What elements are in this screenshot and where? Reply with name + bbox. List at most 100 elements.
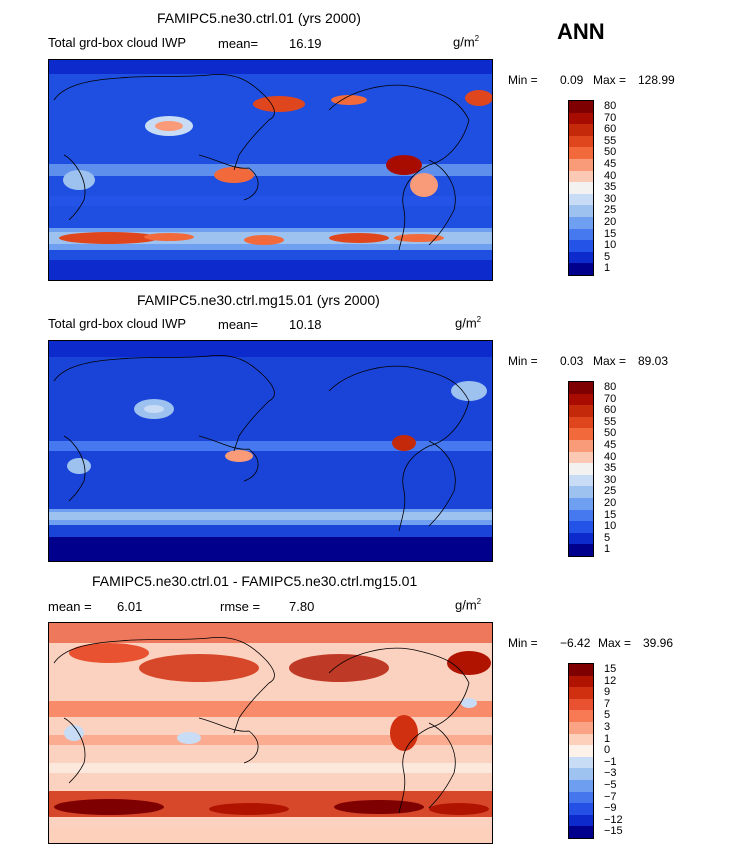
colorbar-tick-label: 25 xyxy=(604,485,617,498)
colorbar-swatch xyxy=(569,170,593,183)
panel-2-colorbar xyxy=(568,381,594,557)
colorbar-swatch xyxy=(569,158,593,171)
colorbar-tick-label: −12 xyxy=(604,813,623,826)
colorbar-tick-label: 3 xyxy=(604,721,611,733)
colorbar-tick-label: 10 xyxy=(604,520,617,533)
colorbar-tick-label: 80 xyxy=(604,100,617,112)
colorbar-tick-label: 60 xyxy=(604,123,617,136)
colorbar-tick-label: 15 xyxy=(604,663,617,675)
panel-3-max-value: 39.96 xyxy=(643,636,674,650)
colorbar-swatch xyxy=(569,263,593,275)
panel-2-title: FAMIPC5.ne30.ctrl.mg15.01 (yrs 2000) xyxy=(137,292,380,308)
panel-1-map-svg xyxy=(49,60,492,280)
panel-2-map-svg xyxy=(49,341,492,561)
colorbar-tick-label: 80 xyxy=(604,381,617,393)
colorbar-tick-label: −3 xyxy=(604,767,617,780)
colorbar-tick-label: 5 xyxy=(604,250,611,263)
colorbar-swatch xyxy=(569,721,593,734)
colorbar-swatch xyxy=(569,791,593,804)
coastlines xyxy=(53,636,470,814)
panel-1-max-label: Max = xyxy=(593,73,627,87)
colorbar-swatch xyxy=(569,124,593,136)
panel-1-map xyxy=(48,59,493,281)
panel-2-variable: Total grd-box cloud IWP xyxy=(48,316,187,331)
colorbar-swatch xyxy=(569,826,593,838)
colorbar-tick-label: 10 xyxy=(604,239,617,252)
colorbar-tick-label: 1 xyxy=(604,543,611,556)
colorbar-tick-label: 30 xyxy=(604,473,617,486)
panel-2-max-value: 89.03 xyxy=(638,354,669,368)
colorbar-tick-label: −1 xyxy=(604,755,617,768)
colorbar-tick-label: −7 xyxy=(604,790,617,803)
panel-3-mean-value: 6.01 xyxy=(117,599,143,614)
panel-3-map xyxy=(48,622,493,844)
panel-2-mean-value: 10.18 xyxy=(289,317,322,332)
colorbar-swatch xyxy=(569,486,593,498)
colorbar-swatch xyxy=(569,240,593,252)
panel-1-min-label: Min = xyxy=(508,73,538,87)
colorbar-tick-label: 9 xyxy=(604,686,611,699)
coastlines xyxy=(53,73,470,251)
colorbar-swatch xyxy=(569,182,593,194)
colorbar-swatch xyxy=(569,814,593,827)
colorbar-tick-label: 5 xyxy=(604,531,611,544)
colorbar-swatch xyxy=(569,497,593,510)
colorbar-tick-label: −15 xyxy=(604,825,623,838)
colorbar-tick-label: 55 xyxy=(604,415,617,428)
colorbar-tick-label: 0 xyxy=(604,744,611,757)
colorbar-swatch xyxy=(569,428,593,440)
season-label: ANN xyxy=(557,19,605,44)
colorbar-tick-label: 50 xyxy=(604,427,617,440)
colorbar-swatch xyxy=(569,745,593,757)
colorbar-swatch xyxy=(569,687,593,699)
colorbar-tick-label: 55 xyxy=(604,134,617,147)
panel-3-colorbar xyxy=(568,663,594,839)
colorbar-tick-label: 15 xyxy=(604,227,617,240)
colorbar-swatch xyxy=(569,112,593,125)
panel-3-units: g/m2 xyxy=(455,597,482,613)
colorbar-swatch xyxy=(569,382,593,394)
colorbar-tick-label: 70 xyxy=(604,111,617,124)
colorbar-swatch xyxy=(569,405,593,417)
colorbar-swatch xyxy=(569,439,593,452)
colorbar-swatch xyxy=(569,733,593,746)
colorbar-tick-label: 60 xyxy=(604,404,617,417)
panel-1-title: FAMIPC5.ne30.ctrl.01 (yrs 2000) xyxy=(157,10,361,26)
panel-1-mean-value: 16.19 xyxy=(289,36,322,51)
panel-3-map-svg xyxy=(49,623,492,843)
colorbar-tick-label: 35 xyxy=(604,181,617,194)
colorbar-swatch xyxy=(569,532,593,545)
colorbar-swatch xyxy=(569,135,593,148)
colorbar-tick-label: −5 xyxy=(604,779,617,791)
colorbar-tick-label: 20 xyxy=(604,497,617,509)
colorbar-tick-label: 7 xyxy=(604,697,611,710)
panel-1-variable: Total grd-box cloud IWP xyxy=(48,35,187,50)
colorbar-swatch xyxy=(569,251,593,264)
panel-1-mean-label: mean= xyxy=(218,36,259,51)
colorbar-swatch xyxy=(569,228,593,241)
panel-2-min-value: 0.03 xyxy=(560,354,584,368)
panel-2-min-label: Min = xyxy=(508,354,538,368)
colorbar-tick-label: 35 xyxy=(604,462,617,475)
colorbar-swatch xyxy=(569,664,593,676)
panel-2-max-label: Max = xyxy=(593,354,627,368)
colorbar-tick-label: 40 xyxy=(604,169,617,182)
colorbar-tick-label: 70 xyxy=(604,392,617,405)
colorbar-tick-label: 45 xyxy=(604,439,617,451)
colorbar-tick-label: 1 xyxy=(604,262,611,275)
colorbar-swatch xyxy=(569,675,593,688)
colorbar-swatch xyxy=(569,193,593,206)
colorbar-tick-label: −9 xyxy=(604,802,617,815)
colorbar-tick-label: 5 xyxy=(604,709,611,722)
panel-2-units: g/m2 xyxy=(455,315,482,331)
colorbar-swatch xyxy=(569,768,593,780)
panel-2-mean-label: mean= xyxy=(218,317,259,332)
colorbar-tick-label: 30 xyxy=(604,192,617,205)
colorbar-swatch xyxy=(569,710,593,722)
panel-3-rmse-value: 7.80 xyxy=(289,599,315,614)
panel-2-map xyxy=(48,340,493,562)
colorbar-swatch xyxy=(569,698,593,711)
colorbar-swatch xyxy=(569,393,593,406)
colorbar-swatch xyxy=(569,416,593,429)
colorbar-tick-label: 45 xyxy=(604,158,617,170)
